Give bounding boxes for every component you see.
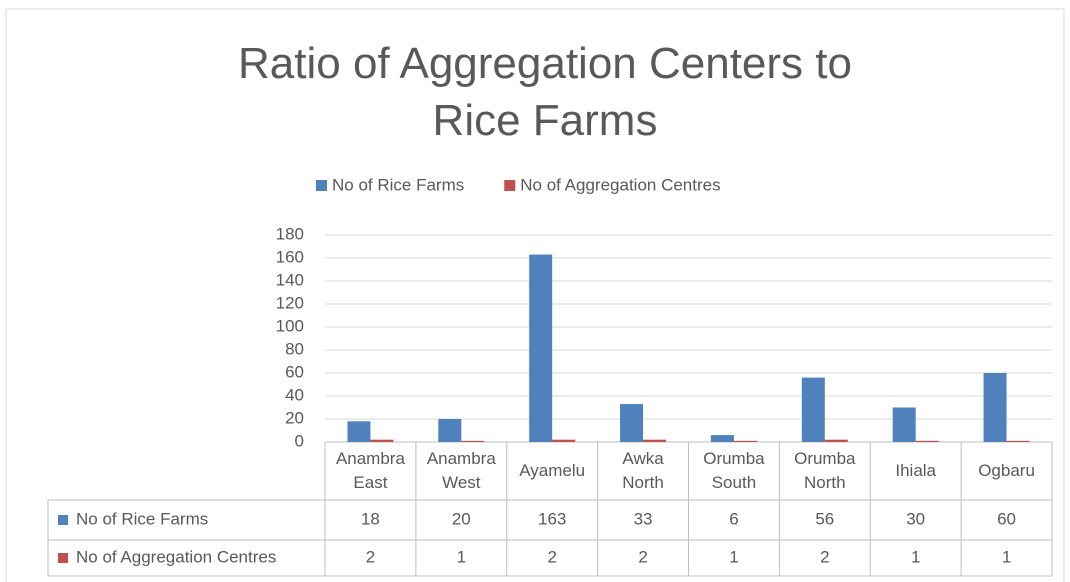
bar [620,404,644,442]
bar [710,435,734,442]
bar [643,439,667,442]
x-tick-label: Ogbaru [978,461,1035,480]
y-tick-label: 180 [276,224,304,243]
table-cell: 6 [729,509,738,528]
y-tick-label: 140 [276,270,304,289]
bar [552,439,576,442]
bar [733,440,757,442]
y-tick-label: 120 [276,293,304,312]
x-tick-label: Ayamelu [519,461,586,480]
x-tick-label: Anambra East [335,449,405,492]
x-tick-label: Orumba North [794,449,856,492]
table-row-label: No of Aggregation Centres [76,547,276,566]
bar [438,419,462,442]
table-cell: 30 [906,509,925,528]
table-cell: 1 [911,547,920,566]
bar [915,440,939,442]
bar [529,254,553,442]
table-cell: 60 [997,509,1016,528]
bar [892,407,916,442]
table-cell: 163 [538,509,566,528]
bar [801,377,825,442]
table-cell: 1 [457,547,466,566]
bar [824,439,848,442]
bar [1006,440,1030,442]
table-row-label: No of Rice Farms [76,509,208,528]
bar [461,440,485,442]
table-cell: 1 [1002,547,1011,566]
x-tick-label: Ihiala [895,461,936,480]
y-tick-label: 80 [285,339,304,358]
y-tick-label: 60 [285,362,304,381]
table-cell: 20 [452,509,471,528]
table-cell: 33 [634,509,653,528]
table-cell: 2 [820,547,829,566]
x-tick-label: Awka North [622,449,664,492]
table-cell: 56 [815,509,834,528]
legend-swatch [316,180,327,191]
table-cell: 2 [638,547,647,566]
x-tick-label: Orumba South [703,449,765,492]
y-tick-label: 0 [295,431,304,450]
table-legend-key [58,515,68,525]
x-tick-label: Anambra West [426,449,496,492]
bar [347,421,371,442]
table-cell: 2 [366,547,375,566]
table-cell: 18 [361,509,380,528]
y-tick-label: 100 [276,316,304,335]
table-legend-key [58,553,68,563]
y-tick-label: 20 [285,408,304,427]
chart-title: Ratio of Aggregation Centers to Rice Farm… [238,39,852,145]
bar [983,373,1007,442]
legend-label: No of Aggregation Centres [520,175,720,194]
table-cell: 1 [729,547,738,566]
bar [370,439,394,442]
y-tick-label: 160 [276,247,304,266]
table-cell: 2 [547,547,556,566]
legend-swatch [504,180,516,191]
legend-label: No of Rice Farms [332,175,464,194]
y-tick-label: 40 [285,385,304,404]
